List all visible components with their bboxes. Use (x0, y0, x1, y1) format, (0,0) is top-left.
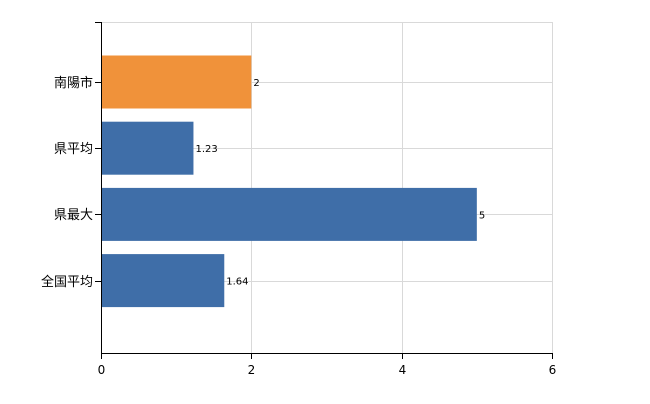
x-tick-label-1: 2 (248, 363, 256, 377)
bar-3 (102, 254, 225, 308)
data-label-1: 1.23 (195, 144, 217, 155)
category-label-0: 南陽市 (54, 75, 93, 91)
bar-0 (102, 55, 252, 109)
x-tick-label-2: 4 (399, 363, 407, 377)
category-label-2: 県最大 (54, 208, 93, 223)
data-labels: 2 1.23 5 1.64 (195, 78, 485, 288)
data-label-3: 1.64 (226, 277, 248, 288)
bar-2 (102, 187, 477, 241)
category-label-1: 県平均 (54, 142, 93, 157)
data-label-0: 2 (253, 78, 259, 89)
bars (102, 55, 477, 308)
bar-1 (102, 121, 194, 175)
data-label-2: 5 (479, 210, 485, 221)
category-label-3: 全国平均 (41, 274, 93, 290)
x-tick-label-0: 0 (98, 363, 106, 377)
x-tick-label-3: 6 (549, 363, 557, 377)
